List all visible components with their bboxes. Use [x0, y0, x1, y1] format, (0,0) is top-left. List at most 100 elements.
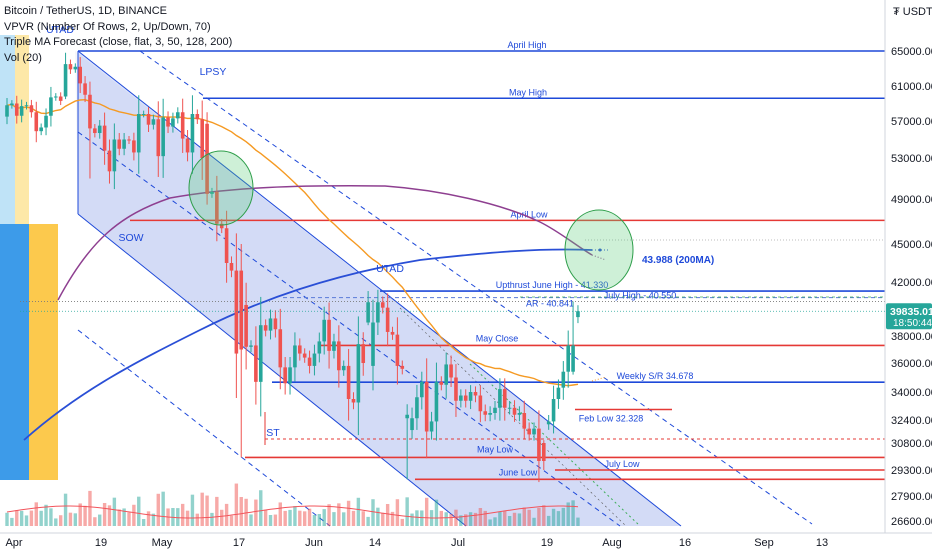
legend-triple-ma[interactable]: Triple MA Forecast (close, flat, 3, 50, … — [4, 36, 233, 48]
price-tick-label: 42000.00 — [891, 277, 932, 289]
volume-bar — [312, 515, 317, 526]
candle-body — [546, 421, 551, 425]
time-tick-label: 13 — [816, 537, 828, 549]
candle-body — [190, 114, 195, 153]
candle-body — [68, 64, 73, 70]
candle-body — [327, 319, 331, 351]
candle-body — [229, 263, 234, 271]
time-tick-label: 19 — [95, 537, 107, 549]
level-label-6: May Close — [476, 333, 519, 343]
candle-body — [576, 311, 580, 318]
candle-body — [102, 125, 107, 151]
volume-bar — [317, 514, 322, 526]
price-tick-label: 53000.00 — [891, 153, 932, 165]
volume-bar — [459, 515, 463, 526]
volume-bar — [381, 512, 385, 526]
candle-body — [263, 325, 268, 331]
volume-bar — [190, 494, 195, 526]
candle-body — [502, 389, 507, 408]
volume-bar — [73, 513, 78, 526]
ma200-line — [23, 248, 593, 441]
volume-bar — [117, 509, 121, 526]
candle-body — [468, 392, 473, 401]
level-label-5: July High - 40.550 — [604, 291, 677, 301]
volume-bar — [351, 510, 356, 526]
price-tick-label: 30800.00 — [891, 438, 932, 450]
candle-body — [420, 381, 424, 398]
candle-body — [83, 83, 87, 95]
channel-bottom-line — [77, 213, 467, 527]
candle-body — [483, 411, 488, 415]
volume-bar — [337, 503, 341, 526]
volume-bar — [444, 512, 448, 526]
level-label-8: Feb Low 32.328 — [579, 414, 644, 424]
candle-body — [195, 114, 200, 120]
volume-bar — [498, 511, 502, 526]
price-tick-label: 32400.00 — [891, 415, 932, 427]
legend-vol[interactable]: Vol (20) — [4, 51, 42, 64]
candle-body — [171, 118, 175, 127]
volume-bar — [566, 502, 570, 526]
candle-body — [361, 344, 366, 363]
candle-body — [278, 329, 283, 368]
candle-body — [385, 307, 390, 332]
volume-bar — [556, 511, 561, 526]
candle-body — [288, 367, 292, 384]
candle-body — [224, 228, 229, 263]
candle-body — [298, 345, 302, 354]
ma200-dot — [598, 248, 602, 252]
volume-bar — [200, 492, 204, 526]
legend-vpvr[interactable]: VPVR (Number Of Rows, 2, Up/Down, 70) — [4, 20, 211, 33]
volume-bar — [507, 516, 512, 526]
volume-bar — [161, 491, 165, 526]
candle-body — [532, 428, 536, 435]
channel-mid-dashed — [77, 131, 621, 527]
green-dotted-trend — [469, 363, 641, 527]
volume-bar — [366, 516, 370, 526]
candle-body — [156, 119, 161, 157]
legend-symbol[interactable]: Bitcoin / TetherUS, 1D, BINANCE — [4, 5, 168, 17]
candle-body — [322, 319, 326, 342]
volume-bar — [517, 513, 522, 526]
volume-bar — [332, 512, 336, 526]
candle-body — [444, 364, 448, 385]
candle-body — [49, 97, 53, 116]
volume-bar — [146, 511, 151, 526]
volume-bar — [58, 515, 63, 526]
price-tick-label: 61000.00 — [891, 81, 932, 93]
candle-body — [493, 407, 497, 413]
volume-bar — [176, 508, 180, 526]
volume-bar — [522, 507, 526, 526]
annotation-label-3: ST — [266, 427, 280, 439]
candle-body — [93, 128, 97, 134]
volume-bar — [102, 503, 107, 526]
volume-bar — [532, 517, 536, 526]
time-tick-label: Jul — [451, 537, 465, 549]
candle-body — [463, 395, 468, 401]
candle-body — [415, 397, 419, 419]
candle-body — [273, 318, 278, 330]
volume-bar — [137, 496, 141, 526]
volume-bar — [307, 508, 312, 526]
price-tick-label: 34000.00 — [891, 387, 932, 399]
volume-bar — [112, 497, 117, 526]
volume-ma-line — [6, 505, 579, 519]
volume-bar — [400, 518, 404, 526]
time-tick-label: Jun — [305, 537, 323, 549]
candle-body — [454, 377, 458, 401]
highlight-circle-1 — [188, 150, 254, 226]
candle-body — [346, 365, 351, 399]
candle-body — [78, 66, 82, 84]
price-tick-label: 45000.00 — [891, 239, 932, 251]
volume-bar — [512, 512, 517, 526]
time-tick-label: Apr — [5, 537, 22, 549]
candle-body — [34, 112, 39, 132]
volume-bar — [415, 510, 419, 526]
volume-bar — [239, 497, 243, 526]
candle-body — [39, 127, 43, 132]
ma50-forecast — [591, 376, 607, 382]
volume-bar — [405, 497, 409, 526]
volume-bar — [205, 495, 209, 526]
